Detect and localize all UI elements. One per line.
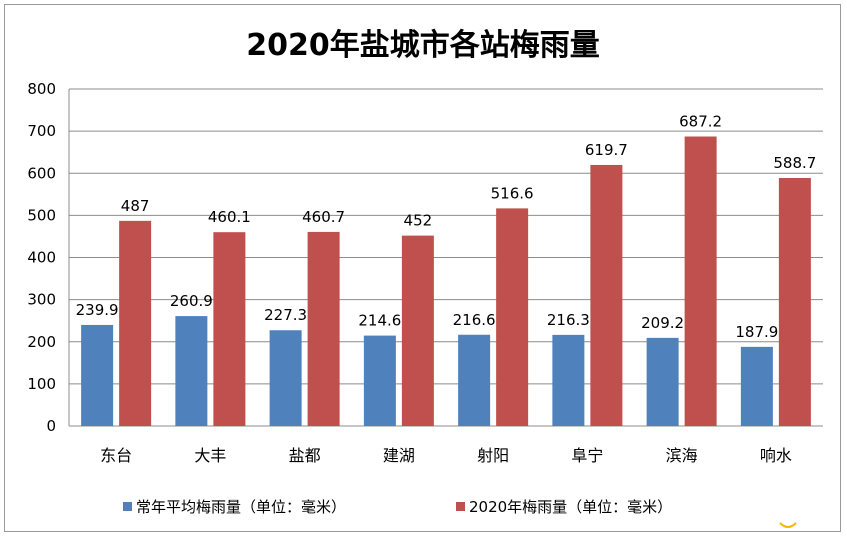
data-label: 260.9 — [170, 292, 213, 310]
y-tick-label: 300 — [27, 291, 56, 309]
bar-series-2 — [684, 136, 717, 426]
data-label: 227.3 — [264, 306, 307, 324]
x-category-label: 大丰 — [194, 446, 226, 465]
legend-label: 常年平均梅雨量（单位：毫米） — [136, 498, 346, 516]
x-category-label: 建湖 — [383, 446, 415, 465]
bar-series-2 — [401, 235, 434, 426]
y-tick-label: 600 — [27, 164, 56, 182]
bar-series-2 — [307, 231, 340, 426]
bars — [81, 136, 811, 427]
legend-swatch — [456, 502, 465, 511]
bar-series-1 — [269, 330, 302, 426]
x-category-label: 滨海 — [666, 446, 698, 465]
data-label: 487 — [121, 197, 150, 215]
x-category-label: 射阳 — [477, 446, 509, 465]
x-category-label: 响水 — [760, 446, 792, 465]
y-tick-label: 200 — [27, 333, 56, 351]
bar-series-2 — [213, 232, 246, 426]
data-label: 216.6 — [453, 311, 496, 329]
data-label: 187.9 — [735, 323, 778, 341]
bar-series-1 — [646, 337, 679, 426]
x-category-label: 阜宁 — [571, 446, 603, 465]
chart-title: 2020年盐城市各站梅雨量 — [246, 28, 600, 63]
bar-series-1 — [81, 324, 114, 426]
data-label: 619.7 — [585, 141, 628, 159]
x-category-label: 东台 — [100, 446, 132, 465]
bar-series-1 — [740, 346, 773, 426]
data-label: 460.7 — [302, 208, 345, 226]
chart-frame: 2020年盐城市各站梅雨量 0 100 200 300 400 500 600 700 800 … — [4, 4, 841, 532]
data-label: 209.2 — [641, 314, 684, 332]
legend: 常年平均梅雨量（单位：毫米） 2020年梅雨量（单位：毫米） — [123, 498, 672, 516]
bar-series-1 — [552, 334, 585, 426]
data-labels: 239.9 487 260.9 460.1 227.3 460.7 214.6 452 216.… — [76, 113, 817, 341]
data-label: 214.6 — [358, 312, 401, 330]
corner-mark-icon — [779, 522, 797, 528]
data-label: 588.7 — [773, 154, 816, 172]
data-label: 516.6 — [491, 184, 534, 202]
x-axis-categories: 东台 大丰 盐都 建湖 射阳 阜宁 滨海 响水 — [100, 446, 792, 465]
data-label: 452 — [404, 212, 433, 230]
bar-chart: 2020年盐城市各站梅雨量 0100200300400500600700800 … — [27, 28, 823, 528]
x-category-label: 盐都 — [289, 446, 321, 465]
data-label: 460.1 — [208, 208, 251, 226]
bar-series-1 — [458, 334, 491, 426]
y-axis-ticks: 0 100 200 300 400 500 600 700 800 — [27, 80, 56, 435]
legend-swatch — [123, 502, 132, 511]
bar-series-2 — [119, 220, 152, 426]
y-tick-label: 800 — [27, 80, 56, 98]
y-tick-label: 700 — [27, 122, 56, 140]
bar-series-2 — [778, 178, 811, 426]
data-label: 239.9 — [76, 301, 119, 319]
data-label: 687.2 — [679, 113, 722, 131]
bar-series-1 — [363, 335, 396, 426]
y-tick-label: 400 — [27, 249, 56, 267]
data-label: 216.3 — [547, 311, 590, 329]
y-tick-label: 100 — [27, 375, 56, 393]
y-tick-label: 500 — [27, 206, 56, 224]
bar-series-2 — [496, 208, 529, 426]
legend-label: 2020年梅雨量（单位：毫米） — [469, 498, 672, 516]
y-tick-label: 0 — [46, 417, 56, 435]
bar-series-1 — [175, 316, 208, 426]
bar-series-2 — [590, 164, 623, 427]
